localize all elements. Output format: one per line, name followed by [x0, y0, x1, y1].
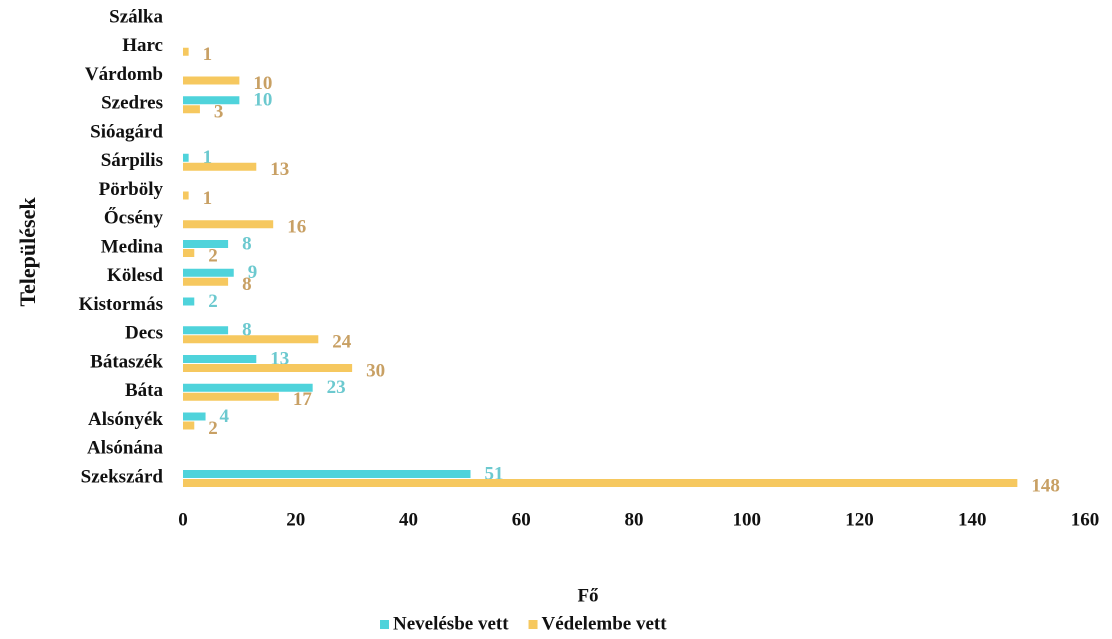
data-label: 16: [287, 217, 306, 238]
data-label: 17: [293, 389, 313, 410]
x-axis-title: Fő: [577, 585, 598, 606]
bar: [183, 355, 257, 363]
y-tick-label: Decs: [125, 323, 163, 344]
data-label: 8: [242, 233, 252, 254]
y-tick-label: Báta: [125, 380, 164, 401]
data-label: 30: [366, 360, 385, 381]
y-tick-label: Harc: [122, 35, 163, 56]
bar: [183, 383, 313, 392]
bar: [183, 479, 1018, 487]
y-tick-label: Szedres: [101, 93, 163, 114]
legend-label: Védelembe vett: [542, 613, 668, 634]
bar: [183, 105, 200, 114]
data-label: 2: [208, 418, 218, 439]
x-tick-label: 60: [512, 509, 531, 530]
x-tick-label: 0: [178, 509, 188, 530]
y-tick-label: Szálka: [109, 6, 163, 27]
bar: [183, 297, 195, 306]
y-tick-label: Kölesd: [107, 265, 163, 286]
data-label: 23: [327, 377, 346, 398]
bar: [183, 277, 229, 286]
data-label: 2: [208, 245, 218, 266]
bar: [183, 240, 229, 248]
bar: [183, 191, 189, 200]
bar: [183, 220, 274, 229]
y-tick-label: Medina: [101, 236, 164, 257]
bar: [183, 326, 229, 335]
legend-label: Nevelésbe vett: [393, 613, 509, 634]
data-label: 9: [248, 262, 257, 283]
bar: [183, 76, 240, 85]
data-label: 4: [220, 406, 230, 427]
bar: [183, 364, 353, 372]
y-tick-label: Sióagárd: [90, 121, 163, 142]
y-tick-label: Őcsény: [104, 207, 164, 229]
y-axis-title: Települések: [15, 197, 40, 307]
bar: [183, 96, 240, 105]
bar: [183, 162, 257, 171]
legend-swatch: [380, 620, 389, 629]
x-tick-label: 120: [845, 509, 874, 530]
x-tick-label: 80: [625, 509, 644, 530]
x-tick-label: 40: [399, 509, 418, 530]
x-tick-label: 100: [733, 509, 762, 530]
data-label: 8: [242, 320, 252, 341]
x-tick-label: 140: [958, 509, 987, 530]
bar: [183, 392, 279, 401]
bar: [183, 470, 471, 478]
legend-swatch: [528, 620, 538, 629]
data-label: 24: [332, 332, 352, 353]
y-tick-label: Alsónána: [87, 438, 164, 459]
data-label: 1: [203, 188, 213, 209]
bar: [183, 268, 234, 277]
y-tick-label: Szekszárd: [81, 466, 164, 487]
bar: [183, 412, 206, 421]
y-tick-label: Alsónyék: [88, 409, 163, 430]
data-label: 8: [242, 274, 252, 295]
data-label: 2: [208, 291, 218, 312]
data-label: 10: [253, 73, 272, 94]
data-label: 148: [1031, 475, 1060, 496]
bar: [183, 153, 189, 162]
bar: [183, 421, 195, 430]
bar: [183, 335, 319, 344]
data-label: 10: [253, 90, 272, 111]
data-label: 13: [270, 159, 289, 180]
y-tick-label: Pörböly: [99, 179, 164, 200]
bar: [183, 47, 189, 56]
x-tick-label: 160: [1071, 509, 1100, 530]
y-tick-label: Bátaszék: [90, 351, 163, 372]
data-label: 1: [203, 44, 213, 65]
data-label: 1: [203, 147, 213, 168]
bar: [183, 249, 195, 257]
x-tick-label: 20: [286, 509, 305, 530]
y-tick-label: Várdomb: [85, 64, 163, 85]
y-tick-label: Sárpilis: [101, 150, 163, 171]
y-tick-label: Kistormás: [79, 294, 163, 315]
data-label: 3: [214, 102, 224, 123]
